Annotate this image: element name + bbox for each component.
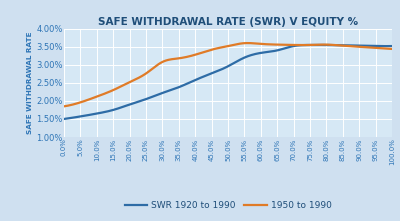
Y-axis label: SAFE WITHDRAWAL RATE: SAFE WITHDRAWAL RATE [27,32,33,134]
Legend: SWR 1920 to 1990, 1950 to 1990: SWR 1920 to 1990, 1950 to 1990 [121,198,335,214]
SWR 1920 to 1990 [168,89,173,91]
SWR 1920 to 1990 [192,79,196,82]
1950 to 1990 [245,42,250,44]
SWR 1920 to 1990 [62,118,66,120]
1950 to 1990 [168,58,173,61]
SWR 1920 to 1990 [300,44,305,46]
Line: SWR 1920 to 1990: SWR 1920 to 1990 [64,45,392,119]
Line: 1950 to 1990: 1950 to 1990 [64,43,392,106]
1950 to 1990 [62,105,66,108]
1950 to 1990 [101,93,106,95]
1950 to 1990 [390,48,394,50]
1950 to 1990 [192,54,196,56]
Title: SAFE WITHDRAWAL RATE (SWR) V EQUITY %: SAFE WITHDRAWAL RATE (SWR) V EQUITY % [98,17,358,27]
1950 to 1990 [269,43,274,46]
SWR 1920 to 1990 [298,44,303,47]
SWR 1920 to 1990 [101,111,106,114]
SWR 1920 to 1990 [268,50,273,53]
SWR 1920 to 1990 [317,44,322,46]
SWR 1920 to 1990 [390,45,394,47]
1950 to 1990 [301,44,306,46]
1950 to 1990 [299,44,304,46]
